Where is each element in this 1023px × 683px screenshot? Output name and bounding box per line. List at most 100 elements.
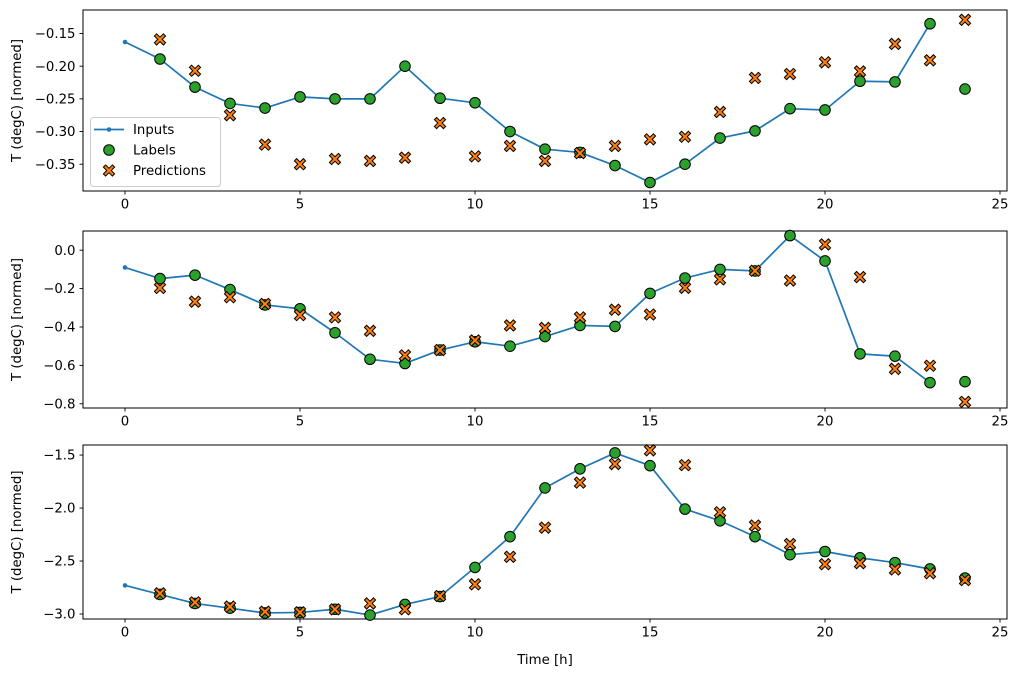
predictions-marker — [503, 139, 517, 153]
legend-label: Predictions — [133, 164, 206, 179]
x-tick-label: 25 — [992, 626, 1009, 641]
predictions-marker — [363, 597, 377, 610]
predictions-marker — [643, 133, 657, 146]
y-tick-label: 0.0 — [54, 244, 75, 259]
labels-marker — [224, 97, 236, 110]
predictions-marker — [102, 164, 116, 177]
predictions-markers — [153, 13, 972, 171]
predictions-marker — [538, 154, 552, 168]
legend-label: Inputs — [133, 123, 174, 138]
inputs-marker — [122, 583, 128, 588]
x-tick-label: 0 — [121, 626, 129, 641]
x-tick-label: 5 — [296, 415, 304, 430]
axes-frame — [82, 9, 1008, 192]
labels-marker — [819, 104, 831, 116]
predictions-marker — [153, 33, 167, 46]
predictions-marker — [363, 324, 377, 338]
labels-marker — [609, 447, 621, 459]
predictions-marker — [328, 152, 342, 166]
x-tick-label: 0 — [121, 198, 129, 213]
predictions-marker — [923, 359, 937, 373]
predictions-marker — [398, 602, 412, 616]
y-tick-label: −3.0 — [43, 608, 75, 623]
predictions-marker — [573, 146, 587, 160]
predictions-marker — [258, 605, 272, 618]
predictions-marker — [433, 589, 447, 603]
labels-marker — [819, 545, 831, 558]
predictions-marker — [258, 297, 272, 311]
labels-markers — [154, 229, 971, 389]
labels-marker — [574, 463, 586, 475]
labels-marker — [784, 102, 796, 115]
predictions-marker — [853, 270, 867, 284]
labels-marker — [259, 102, 271, 114]
labels-marker — [434, 92, 446, 105]
predictions-marker — [958, 395, 972, 409]
labels-marker — [959, 375, 971, 388]
y-tick-label: −0.2 — [43, 282, 75, 297]
labels-marker — [103, 144, 115, 156]
predictions-marker — [328, 603, 342, 616]
predictions-marker — [748, 71, 762, 85]
x-axis-label: Time [h] — [516, 653, 573, 668]
predictions-marker — [188, 295, 202, 308]
inputs-marker — [122, 265, 128, 270]
legend-label: Labels — [133, 144, 176, 159]
predictions-marker — [293, 606, 307, 619]
labels-marker — [364, 353, 376, 366]
labels-marker — [714, 132, 726, 144]
labels-markers — [154, 17, 971, 189]
labels-marker — [329, 93, 341, 105]
labels-marker — [539, 143, 551, 155]
predictions-marker — [923, 566, 937, 580]
labels-marker — [364, 93, 376, 105]
y-axis-label: T (degC) [normed] — [10, 39, 25, 163]
labels-marker — [854, 348, 866, 360]
labels-marker — [504, 530, 516, 543]
predictions-marker — [783, 274, 797, 287]
labels-marker — [154, 272, 166, 285]
labels-marker — [294, 91, 306, 103]
labels-marker — [469, 96, 481, 109]
labels-marker — [644, 176, 656, 189]
labels-marker — [644, 459, 656, 472]
labels-marker — [924, 376, 936, 389]
x-tick-label: 20 — [817, 415, 834, 430]
x-tick-label: 5 — [296, 626, 304, 641]
predictions-marker — [958, 573, 972, 587]
y-tick-label: −0.30 — [35, 125, 76, 140]
predictions-markers — [153, 444, 972, 619]
labels-marker — [189, 269, 201, 281]
y-tick-label: −2.0 — [43, 502, 75, 517]
labels-marker — [609, 159, 621, 172]
labels-marker — [399, 60, 411, 72]
predictions-marker — [678, 281, 692, 295]
y-tick-label: −0.15 — [35, 27, 76, 42]
predictions-markers — [153, 238, 972, 409]
predictions-marker — [468, 150, 482, 163]
x-tick-label: 10 — [467, 198, 484, 213]
predictions-marker — [328, 311, 342, 324]
predictions-marker — [188, 64, 202, 78]
x-tick-label: 25 — [992, 415, 1009, 430]
y-tick-label: −0.8 — [43, 397, 75, 412]
predictions-marker — [153, 281, 167, 295]
x-tick-label: 25 — [992, 198, 1009, 213]
labels-marker — [784, 229, 796, 242]
predictions-marker — [608, 457, 622, 471]
subplot-middle: 0 5 10 15 20 25 0.0 −0.2 −0.4 −0.6 −0.8 T (degC) [n… — [10, 229, 1009, 430]
x-tick-label: 20 — [817, 198, 834, 213]
labels-marker — [539, 482, 551, 494]
labels-markers — [154, 447, 971, 621]
labels-marker — [469, 561, 481, 574]
inputs-markers — [122, 450, 933, 618]
labels-marker — [854, 75, 866, 88]
predictions-marker — [258, 138, 272, 151]
legend-entry-predictions: Predictions — [102, 164, 206, 179]
axes-frame — [82, 444, 1008, 620]
predictions-marker — [538, 521, 552, 534]
subplot-top: 0 5 10 15 20 25 −0.15 −0.20 −0.25 −0.30 −0.35 T (de… — [10, 9, 1009, 213]
predictions-marker — [433, 116, 447, 130]
predictions-marker — [363, 154, 377, 168]
